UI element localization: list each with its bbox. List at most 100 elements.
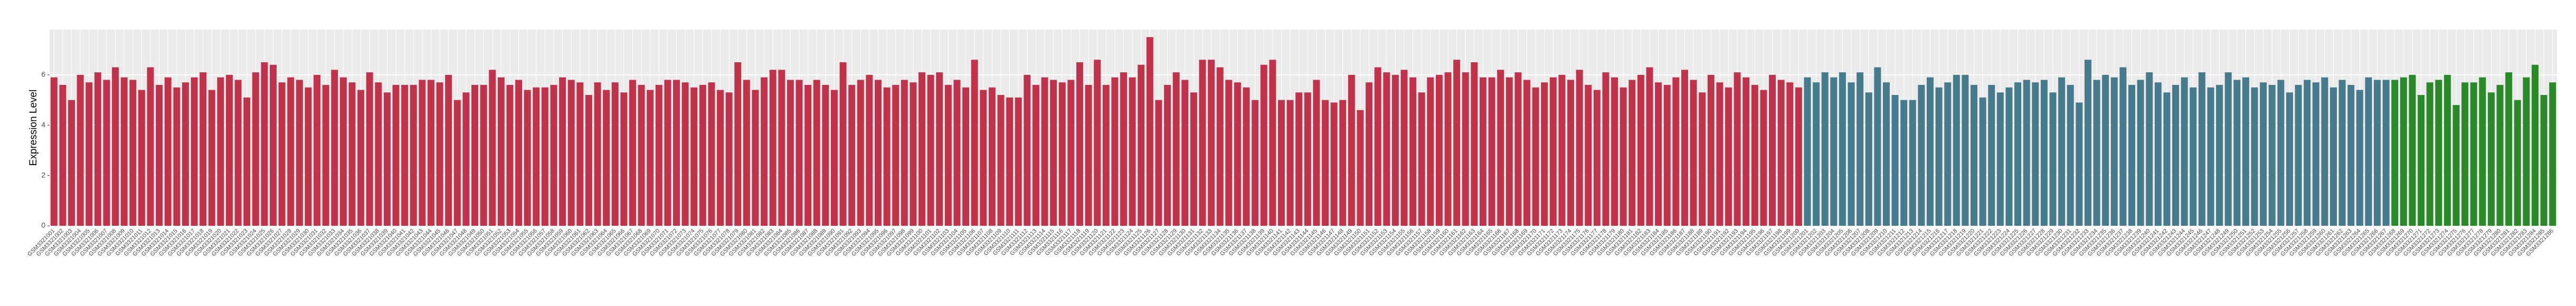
bar xyxy=(1427,77,1434,226)
bar xyxy=(1295,92,1303,226)
bar xyxy=(1322,100,1329,226)
y-tick-label: 4 xyxy=(41,120,45,129)
bar xyxy=(243,97,251,226)
bar xyxy=(673,80,680,226)
bar xyxy=(1786,82,1794,226)
bar xyxy=(550,84,557,226)
bar xyxy=(1383,72,1390,226)
bar xyxy=(1602,72,1609,226)
bar xyxy=(2260,82,2267,226)
bar xyxy=(1120,72,1128,226)
bar xyxy=(2496,84,2504,226)
bar xyxy=(506,84,514,226)
bar xyxy=(1777,80,1785,226)
bar xyxy=(86,82,93,226)
bar xyxy=(1102,84,1110,226)
bar xyxy=(2391,80,2399,226)
bar xyxy=(1620,87,1627,226)
bar xyxy=(445,74,452,226)
bar xyxy=(1962,74,1969,226)
bar xyxy=(2058,77,2066,226)
bar xyxy=(1138,64,1145,226)
bar xyxy=(1769,74,1776,226)
bar xyxy=(1558,74,1566,226)
bar xyxy=(1269,60,1276,226)
bar xyxy=(1734,72,1741,226)
bar xyxy=(1208,60,1215,226)
bar xyxy=(2304,80,2311,226)
bar xyxy=(1927,77,1934,226)
bar xyxy=(2382,80,2390,226)
bar xyxy=(761,77,768,226)
bar xyxy=(655,84,662,226)
bar xyxy=(1050,80,1057,226)
bar xyxy=(2207,87,2214,226)
bar xyxy=(2005,87,2013,226)
bar xyxy=(2023,80,2030,226)
bar xyxy=(1400,70,1408,226)
bar xyxy=(173,87,181,226)
bar xyxy=(918,72,926,226)
bar xyxy=(1979,97,1986,226)
bar xyxy=(778,70,785,226)
bar xyxy=(2251,87,2258,226)
bar xyxy=(1821,72,1829,226)
bar xyxy=(2523,77,2530,226)
bar xyxy=(305,87,312,226)
bar xyxy=(1304,92,1311,226)
bar xyxy=(620,92,628,226)
bar xyxy=(629,80,636,226)
bar xyxy=(2426,82,2433,226)
y-tick-label: 2 xyxy=(41,170,45,179)
bar xyxy=(1874,67,1881,226)
bar xyxy=(2014,82,2022,226)
bar xyxy=(489,70,496,226)
bar xyxy=(1900,100,1908,226)
bar xyxy=(1505,77,1513,226)
bar xyxy=(1882,82,1890,226)
bar xyxy=(1164,84,1171,226)
bar xyxy=(2549,82,2556,226)
bar xyxy=(1418,92,1425,226)
bar xyxy=(681,82,689,226)
bar xyxy=(436,82,443,226)
bar xyxy=(497,77,505,226)
bar xyxy=(1243,87,1250,226)
bar xyxy=(1865,92,1872,226)
bar xyxy=(2312,82,2319,226)
bar xyxy=(1971,84,1978,226)
bar xyxy=(857,80,864,226)
bar xyxy=(1111,77,1119,226)
bar xyxy=(1742,77,1750,226)
bar xyxy=(866,74,873,226)
bar xyxy=(2190,87,2197,226)
bar xyxy=(348,82,356,226)
bar xyxy=(2400,77,2407,226)
bar xyxy=(208,90,215,226)
bar xyxy=(2479,77,2486,226)
bar xyxy=(795,80,803,226)
panel xyxy=(50,30,2557,226)
bar xyxy=(2233,80,2241,226)
bar xyxy=(1611,77,1618,226)
bar xyxy=(217,77,224,226)
bar xyxy=(1041,77,1048,226)
bar xyxy=(647,90,654,226)
bar xyxy=(717,90,724,226)
bar xyxy=(883,87,891,226)
bar xyxy=(1094,60,1101,226)
bar xyxy=(1699,92,1706,226)
bar xyxy=(261,62,268,226)
bar xyxy=(611,82,619,226)
bar xyxy=(725,92,733,226)
bar xyxy=(515,80,523,226)
bar xyxy=(2409,74,2416,226)
bar xyxy=(2505,72,2513,226)
bar xyxy=(1795,87,1802,226)
bar xyxy=(147,67,154,226)
bar xyxy=(480,84,487,226)
bar xyxy=(1234,82,1241,226)
bar xyxy=(278,82,286,226)
bar xyxy=(2216,84,2223,226)
bar xyxy=(453,100,461,226)
